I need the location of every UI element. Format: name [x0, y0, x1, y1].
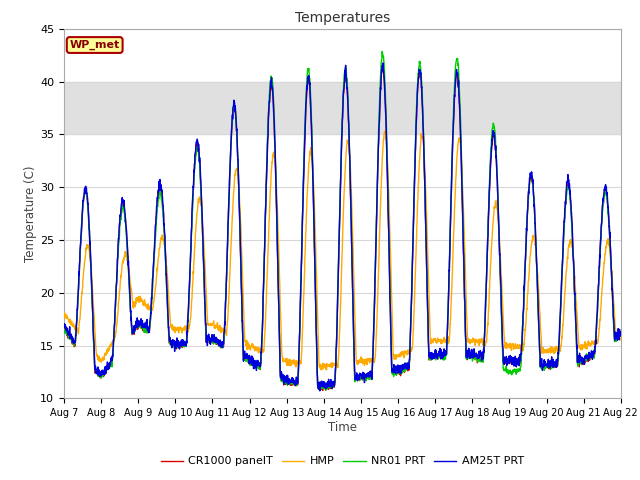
NR01 PRT	[584, 357, 591, 362]
AM25T PRT	[371, 286, 379, 291]
Text: WP_met: WP_met	[70, 40, 120, 50]
CR1000 panelT	[568, 223, 576, 229]
Line: CR1000 panelT: CR1000 panelT	[64, 67, 621, 391]
NR01 PRT	[505, 371, 513, 377]
HMP	[568, 244, 576, 250]
Line: NR01 PRT: NR01 PRT	[64, 51, 621, 390]
AM25T PRT	[316, 388, 324, 394]
HMP	[505, 345, 513, 350]
HMP	[371, 356, 379, 361]
HMP	[381, 128, 388, 134]
CR1000 panelT	[319, 388, 326, 394]
CR1000 panelT	[617, 333, 625, 339]
CR1000 panelT	[379, 64, 387, 70]
AM25T PRT	[379, 60, 387, 66]
Line: AM25T PRT: AM25T PRT	[64, 63, 621, 391]
X-axis label: Time: Time	[328, 421, 357, 434]
AM25T PRT	[505, 353, 513, 359]
HMP	[317, 367, 325, 373]
NR01 PRT	[60, 326, 68, 332]
CR1000 panelT	[60, 327, 68, 333]
AM25T PRT	[359, 376, 367, 382]
HMP	[617, 329, 625, 335]
CR1000 panelT	[216, 342, 223, 348]
Line: HMP: HMP	[64, 131, 621, 370]
AM25T PRT	[60, 323, 68, 328]
Bar	[64, 82, 621, 134]
Title: Temperatures: Temperatures	[295, 11, 390, 25]
HMP	[359, 361, 367, 367]
Y-axis label: Temperature (C): Temperature (C)	[24, 165, 37, 262]
AM25T PRT	[216, 339, 223, 345]
AM25T PRT	[617, 332, 625, 338]
CR1000 panelT	[505, 359, 513, 364]
NR01 PRT	[378, 48, 386, 54]
CR1000 panelT	[371, 289, 379, 295]
NR01 PRT	[359, 374, 367, 380]
HMP	[216, 327, 223, 333]
NR01 PRT	[568, 231, 576, 237]
AM25T PRT	[584, 356, 591, 362]
CR1000 panelT	[584, 357, 591, 363]
AM25T PRT	[568, 219, 576, 225]
NR01 PRT	[322, 387, 330, 393]
NR01 PRT	[216, 341, 223, 347]
HMP	[60, 313, 68, 319]
CR1000 panelT	[359, 377, 367, 383]
NR01 PRT	[617, 329, 625, 335]
Legend: CR1000 panelT, HMP, NR01 PRT, AM25T PRT: CR1000 panelT, HMP, NR01 PRT, AM25T PRT	[156, 452, 529, 471]
NR01 PRT	[371, 286, 379, 291]
HMP	[584, 342, 591, 348]
